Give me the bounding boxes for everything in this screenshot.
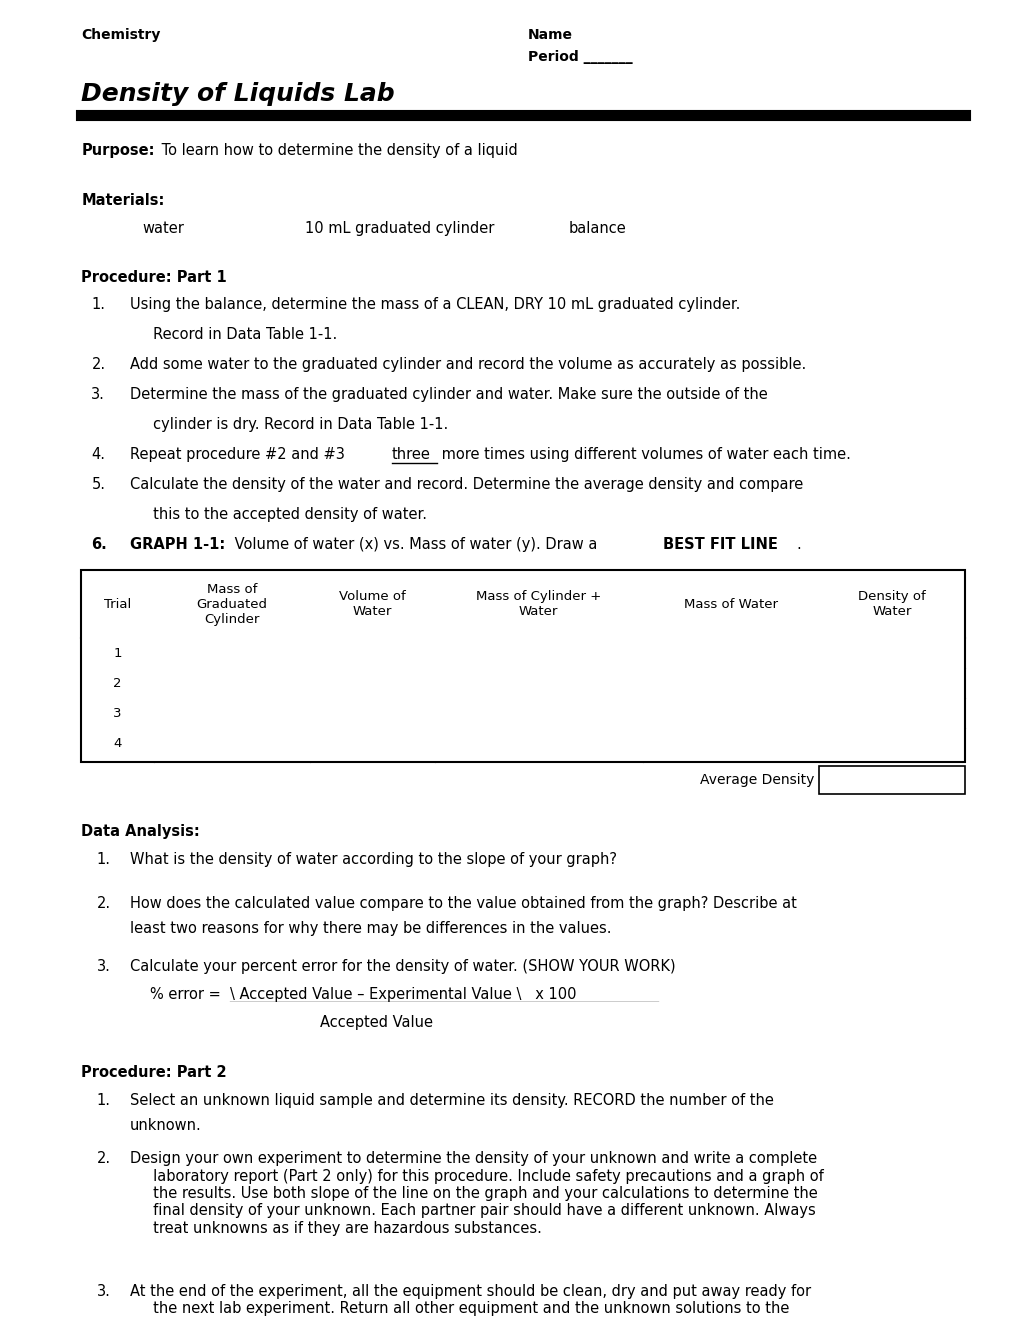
Text: 3.: 3. xyxy=(97,958,110,974)
Text: three: three xyxy=(391,447,430,462)
Text: Mass of Cylinder +
Water: Mass of Cylinder + Water xyxy=(476,590,600,618)
Text: Density of
Water: Density of Water xyxy=(857,590,925,618)
Text: Add some water to the graduated cylinder and record the volume as accurately as : Add some water to the graduated cylinder… xyxy=(129,356,805,372)
Text: Determine the mass of the graduated cylinder and water. Make sure the outside of: Determine the mass of the graduated cyli… xyxy=(129,387,767,401)
Text: % error =  \ Accepted Value – Experimental Value \   x 100: % error = \ Accepted Value – Experimenta… xyxy=(150,987,576,1002)
Text: To learn how to determine the density of a liquid: To learn how to determine the density of… xyxy=(157,144,518,158)
Text: least two reasons for why there may be differences in the values.: least two reasons for why there may be d… xyxy=(129,921,611,936)
Text: How does the calculated value compare to the value obtained from the graph? Desc: How does the calculated value compare to… xyxy=(129,896,796,911)
Text: water: water xyxy=(142,222,183,236)
Text: Procedure: Part 2: Procedure: Part 2 xyxy=(82,1065,226,1080)
Text: 1.: 1. xyxy=(97,1093,110,1109)
Text: Mass of
Graduated
Cylinder: Mass of Graduated Cylinder xyxy=(197,582,267,626)
Text: 3: 3 xyxy=(113,708,121,719)
Bar xyxy=(818,766,964,793)
Text: 6.: 6. xyxy=(92,537,107,552)
Text: 5.: 5. xyxy=(92,477,105,492)
Text: 4: 4 xyxy=(113,737,121,750)
Text: Chemistry: Chemistry xyxy=(82,28,160,42)
Text: At the end of the experiment, all the equipment should be clean, dry and put awa: At the end of the experiment, all the eq… xyxy=(129,1283,810,1316)
Text: 2.: 2. xyxy=(92,356,105,372)
Text: 4.: 4. xyxy=(92,447,105,462)
Text: Design your own experiment to determine the density of your unknown and write a : Design your own experiment to determine … xyxy=(129,1151,823,1236)
Text: Mass of Water: Mass of Water xyxy=(683,598,777,611)
Text: Data Analysis:: Data Analysis: xyxy=(82,824,200,838)
Text: 2: 2 xyxy=(113,677,121,690)
Text: Using the balance, determine the mass of a CLEAN, DRY 10 mL graduated cylinder.: Using the balance, determine the mass of… xyxy=(129,297,740,312)
Text: cylinder is dry. Record in Data Table 1-1.: cylinder is dry. Record in Data Table 1-… xyxy=(129,417,447,432)
Text: Period _______: Period _______ xyxy=(528,50,632,65)
Text: Average Density: Average Density xyxy=(699,772,813,787)
Text: 3.: 3. xyxy=(92,387,105,401)
Text: Density of Liquids Lab: Density of Liquids Lab xyxy=(82,82,394,106)
Text: Calculate the density of the water and record. Determine the average density and: Calculate the density of the water and r… xyxy=(129,477,802,492)
Text: Materials:: Materials: xyxy=(82,194,164,209)
Text: Volume of
Water: Volume of Water xyxy=(338,590,406,618)
Text: 2.: 2. xyxy=(97,1151,110,1167)
Text: more times using different volumes of water each time.: more times using different volumes of wa… xyxy=(436,447,850,462)
Text: Calculate your percent error for the density of water. (SHOW YOUR WORK): Calculate your percent error for the den… xyxy=(129,958,675,974)
Text: this to the accepted density of water.: this to the accepted density of water. xyxy=(129,507,427,521)
Text: 2.: 2. xyxy=(97,896,110,911)
Text: 1.: 1. xyxy=(92,297,105,312)
Text: 1: 1 xyxy=(113,647,121,660)
Text: 1.: 1. xyxy=(97,851,110,867)
Text: BEST FIT LINE: BEST FIT LINE xyxy=(662,537,777,552)
Text: 10 mL graduated cylinder: 10 mL graduated cylinder xyxy=(305,222,493,236)
Text: Volume of water (x) vs. Mass of water (y). Draw a: Volume of water (x) vs. Mass of water (y… xyxy=(229,537,601,552)
Text: unknown.: unknown. xyxy=(129,1118,202,1134)
Text: Purpose:: Purpose: xyxy=(82,144,155,158)
Text: Repeat procedure #2 and #3: Repeat procedure #2 and #3 xyxy=(129,447,350,462)
Text: Trial: Trial xyxy=(104,598,131,611)
Text: Select an unknown liquid sample and determine its density. RECORD the number of : Select an unknown liquid sample and dete… xyxy=(129,1093,773,1109)
Text: 3.: 3. xyxy=(97,1283,110,1299)
Bar xyxy=(82,570,964,762)
Text: Record in Data Table 1-1.: Record in Data Table 1-1. xyxy=(129,326,337,342)
Text: What is the density of water according to the slope of your graph?: What is the density of water according t… xyxy=(129,851,616,867)
Text: Accepted Value: Accepted Value xyxy=(320,1015,432,1030)
Text: balance: balance xyxy=(569,222,626,236)
Text: Name: Name xyxy=(528,28,573,42)
Text: Procedure: Part 1: Procedure: Part 1 xyxy=(82,269,227,285)
Text: .: . xyxy=(796,537,800,552)
Text: GRAPH 1-1:: GRAPH 1-1: xyxy=(129,537,225,552)
